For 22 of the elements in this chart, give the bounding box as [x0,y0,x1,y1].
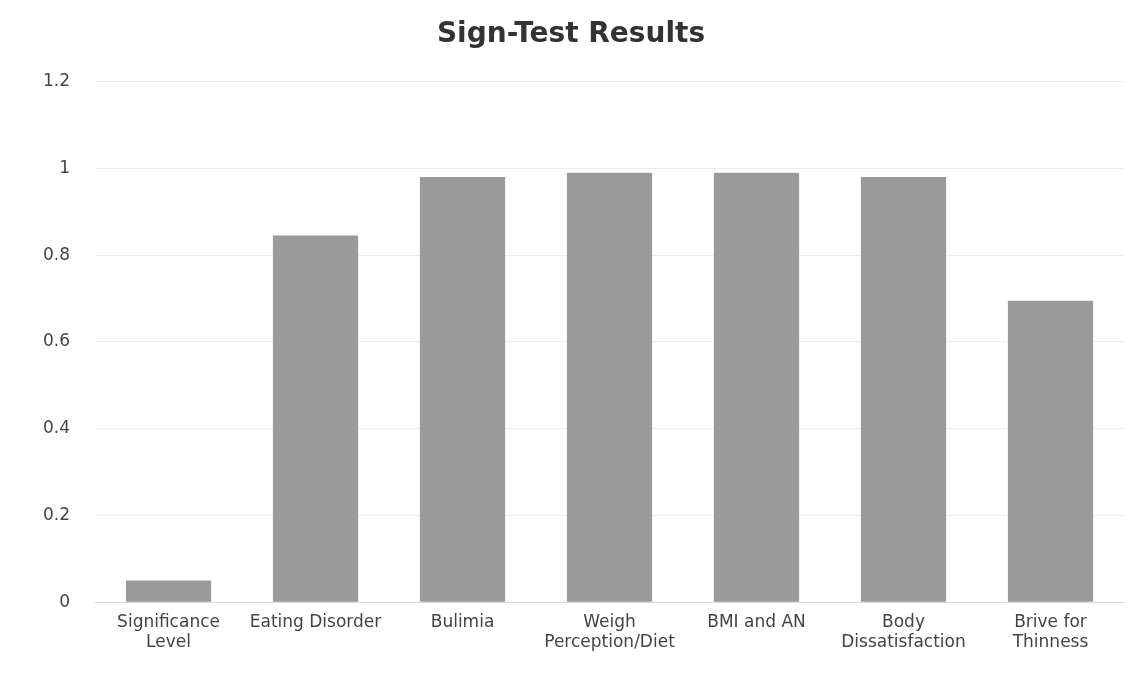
y-tick-label: 0.8 [42,243,71,264]
x-tick-label: Brive for Thinness [1011,610,1089,652]
y-tick-label: 0 [59,590,71,611]
bar [1007,300,1094,602]
bar [419,177,506,602]
y-tick-label: 0.4 [42,417,71,438]
x-tick-label: Significance Level [117,610,220,652]
chart-title: Sign-Test Results [436,16,706,50]
x-tick-label: BMI and AN [707,610,806,631]
x-tick-label: Bulimia [430,610,495,631]
y-tick-label: 0.2 [42,503,71,524]
bar [125,580,212,602]
x-tick-label: Weigh Perception/Diet [544,610,676,652]
x-tick-label: Body Dissatisfaction [841,610,966,652]
x-tick-label: Eating Disorder [249,610,382,631]
bar [860,177,947,602]
bar [713,172,800,602]
y-tick-label: 1 [59,156,71,177]
bar [272,235,359,602]
bar [566,172,653,602]
y-tick-label: 1.2 [42,70,71,91]
y-tick-label: 0.6 [42,330,71,351]
